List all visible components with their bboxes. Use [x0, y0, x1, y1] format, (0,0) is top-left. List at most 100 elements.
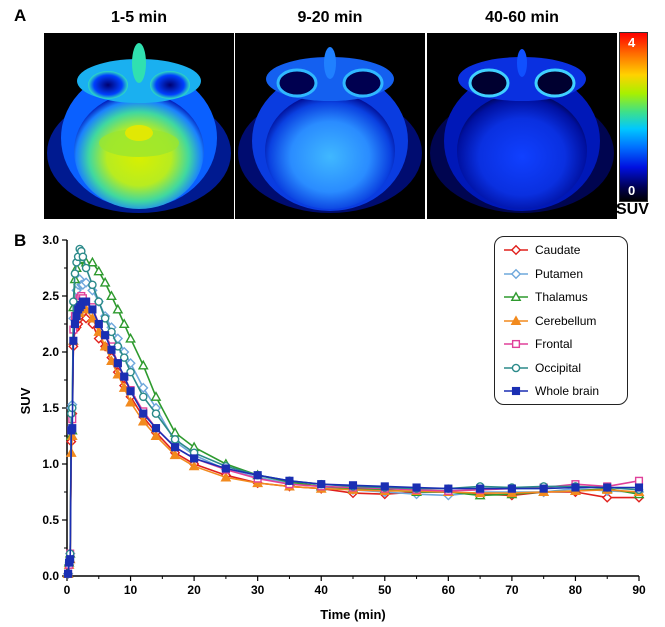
data-point	[99, 340, 111, 351]
chart-legend: Caudate Putamen Thalamus Cerebellum Frontal O…	[494, 236, 628, 405]
data-point	[138, 382, 149, 394]
data-point	[66, 555, 75, 564]
colorbar-max-label: 4	[628, 35, 636, 50]
legend-label: Occipital	[535, 360, 582, 375]
y-tick-label: 1.0	[42, 457, 59, 471]
pet-image-1	[44, 33, 234, 219]
panel-b-label: B	[14, 231, 27, 250]
legend-label: Putamen	[535, 266, 584, 281]
legend-swatch	[504, 268, 528, 279]
data-point	[348, 481, 358, 490]
x-tick-label: 30	[251, 583, 265, 597]
legend-swatch	[504, 339, 528, 349]
data-point	[125, 396, 136, 407]
data-point	[170, 435, 180, 444]
data-point	[603, 483, 612, 492]
data-point	[94, 319, 103, 329]
data-point	[118, 382, 130, 392]
data-point	[602, 492, 613, 503]
data-point	[150, 391, 162, 401]
legend-item: Whole brain	[503, 382, 599, 400]
data-point	[571, 483, 580, 492]
data-point	[101, 331, 110, 340]
data-point	[139, 409, 148, 418]
data-point	[507, 484, 516, 493]
data-point	[88, 305, 97, 314]
data-point	[221, 464, 230, 473]
y-tick-label: 2.0	[42, 345, 59, 359]
legend-label: Thalamus	[535, 290, 588, 304]
x-axis-label: Time (min)	[320, 607, 386, 622]
data-point	[69, 336, 78, 345]
data-point	[72, 312, 81, 321]
data-point	[317, 480, 326, 489]
data-point	[112, 368, 124, 379]
data-point	[119, 353, 129, 362]
chart-axes: 0 10 20 30 40 50 60 70 80 90 0.0 0.5 1.0 1.5 2.0 2.5 3.0	[42, 233, 646, 597]
data-point	[220, 471, 232, 482]
data-point	[78, 252, 88, 262]
data-point	[70, 269, 80, 278]
data-point	[634, 476, 644, 485]
data-point	[94, 297, 104, 306]
data-point	[138, 392, 148, 402]
data-point	[380, 482, 389, 491]
data-point	[100, 314, 110, 323]
legend-swatch	[504, 244, 528, 256]
pet-image-2	[235, 33, 425, 219]
x-tick-label: 70	[505, 583, 519, 597]
data-point	[125, 332, 136, 343]
data-point	[476, 484, 485, 493]
legend-swatch	[504, 363, 528, 372]
data-point	[151, 409, 161, 418]
image-title-1: 1-5 min	[110, 9, 167, 26]
chart-series	[62, 244, 645, 579]
data-point	[634, 483, 644, 492]
data-point	[70, 319, 80, 329]
legend-item: Cerebellum	[503, 312, 596, 330]
x-tick-label: 10	[124, 583, 138, 597]
data-point	[285, 476, 294, 485]
y-tick-label: 3.0	[42, 233, 59, 247]
legend-item: Occipital	[503, 359, 581, 377]
data-point	[253, 471, 262, 480]
y-tick-label: 0.0	[42, 569, 59, 583]
data-point	[190, 454, 199, 463]
data-point	[126, 387, 135, 396]
legend-item: Putamen	[503, 265, 583, 283]
y-tick-label: 1.5	[42, 401, 59, 415]
legend-item: Caudate	[503, 241, 580, 259]
data-point	[137, 359, 149, 370]
y-tick-label: 2.5	[42, 289, 59, 303]
panel-a-label: A	[14, 6, 27, 25]
data-point	[80, 277, 92, 288]
x-tick-label: 80	[569, 583, 583, 597]
legend-swatch	[504, 314, 528, 325]
data-point	[112, 303, 124, 314]
data-point	[150, 430, 162, 441]
colorbar-min-label: 0	[628, 183, 636, 198]
data-point	[169, 449, 181, 460]
data-point	[113, 359, 122, 368]
data-point	[82, 297, 91, 306]
data-point	[412, 483, 421, 492]
data-point	[66, 430, 78, 441]
data-point	[93, 326, 105, 336]
x-tick-label: 20	[187, 583, 201, 597]
data-point	[539, 484, 548, 493]
series-whole-brain	[64, 297, 644, 578]
y-tick-label: 0.5	[42, 513, 59, 527]
data-point	[106, 355, 117, 366]
colorbar: 4 0	[619, 32, 648, 202]
legend-label: Whole brain	[535, 384, 600, 398]
data-point	[106, 290, 117, 301]
data-point	[80, 313, 92, 324]
x-tick-label: 60	[442, 583, 456, 597]
legend-item: Thalamus	[503, 288, 588, 306]
x-tick-label: 90	[632, 583, 646, 597]
data-point	[81, 263, 91, 273]
pet-image-3	[427, 33, 617, 219]
data-point	[93, 265, 105, 276]
data-point	[87, 312, 98, 323]
data-point	[107, 345, 116, 354]
